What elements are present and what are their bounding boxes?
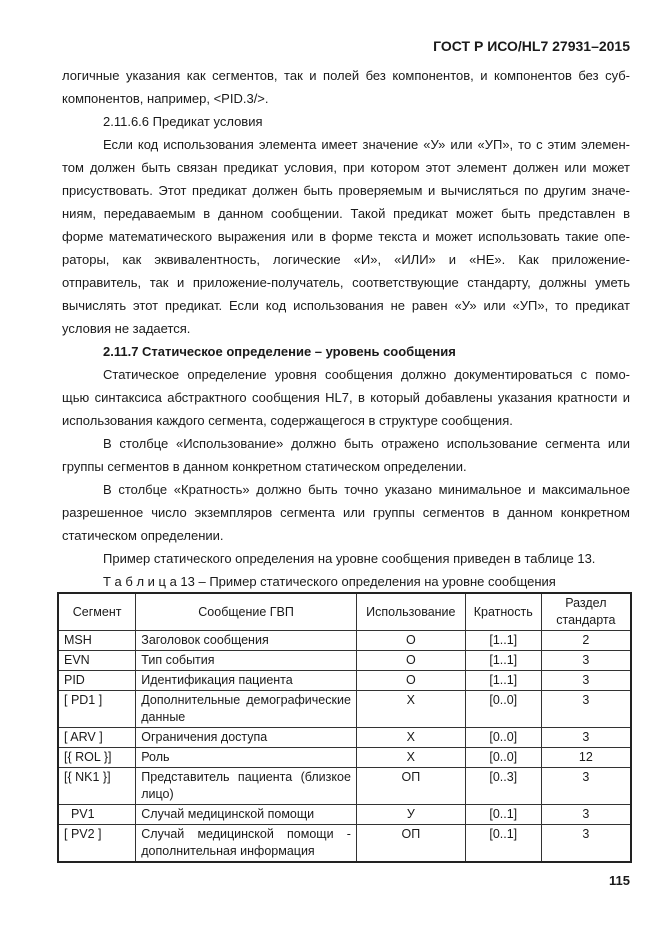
text-line: использования каждого сегмента, содержащ…	[62, 413, 513, 428]
text-line: Если код использования элемента имеет зн…	[103, 137, 630, 152]
table-cell: MSH	[57, 630, 137, 651]
text-line: Пример статического определения на уровн…	[103, 551, 596, 566]
text-line: отправитель, так и приложение-получатель…	[62, 275, 630, 290]
table-cell: Идентификация пациента	[135, 670, 357, 691]
table-cell: Х	[355, 747, 466, 768]
text-line: щью синтаксиса абстрактного сообщения HL…	[62, 390, 630, 405]
text-line: присуствовать. Этот предикат должен быть…	[62, 183, 630, 198]
table-cell: Ограничения доступа	[135, 727, 357, 748]
table-cell: 3	[540, 690, 632, 728]
column-header: Сообщение ГВП	[135, 592, 357, 631]
table-cell: ОП	[355, 767, 466, 805]
table-cell: [0..3]	[464, 767, 542, 805]
table-row: PID Идентификация пациента О [1..1] 3	[57, 670, 632, 691]
column-header: Раздел стандарта	[540, 592, 632, 631]
text-line: форме математического выражения или в фо…	[62, 229, 630, 244]
table-13: Сегмент Сообщение ГВП Использование Кратнос…	[57, 592, 632, 863]
table-cell: Случай медицинской помощи - дополнительн…	[135, 824, 357, 863]
text-line: том должен быть связан предикат условия,…	[62, 160, 630, 175]
table-row: [{ NK1 }] Представитель пациента (близкое…	[57, 767, 632, 805]
document-header: ГОСТ Р ИСО/HL7 27931–2015	[433, 38, 630, 54]
text-line: раторы, как эквивалентность, логические …	[62, 252, 630, 267]
body-text: логичные указания как сегментов, так и п…	[62, 64, 630, 593]
table-cell: PV1	[57, 804, 137, 825]
table-row: MSH Заголовок сообщения О [1..1] 2	[57, 630, 632, 651]
text-line: Статическое определение уровня сообщения…	[103, 367, 630, 382]
table-cell: У	[355, 804, 466, 825]
section-heading: 2.11.7 Статическое определение – уровень…	[103, 344, 456, 359]
table-row: [ PD1 ] Дополнительные демографические да…	[57, 690, 632, 728]
table-cell: Х	[355, 690, 466, 728]
table-cell: [ ARV ]	[57, 727, 137, 748]
table-header-row: Сегмент Сообщение ГВП Использование Кратнос…	[57, 592, 632, 631]
table-cell: 3	[540, 650, 632, 671]
table-cell: 3	[540, 767, 632, 805]
table-cell: [ PV2 ]	[57, 824, 137, 863]
text-line: ниям, передаваемым в данном сообщении. Т…	[62, 206, 630, 221]
table-cell: PID	[57, 670, 137, 691]
table-cell: Тип события	[135, 650, 357, 671]
text-line: компонентов, например, <PID.3/>.	[62, 91, 269, 106]
table-row: PV1 Случай медицинской помощи У [0..1] 3	[57, 804, 632, 825]
text-line: 2.11.6.6 Предикат условия	[103, 114, 263, 129]
table-row: [{ ROL }] Роль Х [0..0] 12	[57, 747, 632, 768]
text-line: В столбце «Использование» должно быть от…	[103, 436, 630, 451]
table-cell: [1..1]	[464, 670, 542, 691]
table-row: [ ARV ] Ограничения доступа Х [0..0] 3	[57, 727, 632, 748]
table-cell: Случай медицинской помощи	[135, 804, 357, 825]
table-cell: Заголовок сообщения	[135, 630, 357, 651]
text-line: вычислять этот предикат. Если код исполь…	[62, 298, 630, 313]
table-cell: ОП	[355, 824, 466, 863]
table-cell: [0..0]	[464, 747, 542, 768]
table-row: EVN Тип события О [1..1] 3	[57, 650, 632, 671]
column-header: Сегмент	[57, 592, 137, 631]
text-line: статическом определении.	[62, 528, 224, 543]
page-number: 115	[609, 873, 630, 888]
table-cell: [{ ROL }]	[57, 747, 137, 768]
table-cell: 3	[540, 804, 632, 825]
table-cell: 3	[540, 824, 632, 863]
text-line: группы сегментов в данном конкретном ста…	[62, 459, 467, 474]
table-cell: [0..0]	[464, 727, 542, 748]
table-cell: [ PD1 ]	[57, 690, 137, 728]
text-line: разрешенное число экземпляров сегмента и…	[62, 505, 630, 520]
text-line: условия не задается.	[62, 321, 191, 336]
table-cell: [1..1]	[464, 650, 542, 671]
table-cell: Дополнительные демографические данные	[135, 690, 357, 728]
table-cell: О	[355, 670, 466, 691]
table-cell: [0..0]	[464, 690, 542, 728]
table-cell: 3	[540, 727, 632, 748]
text-line: Т а б л и ц а 13 – Пример статического о…	[103, 574, 556, 589]
table-cell: EVN	[57, 650, 137, 671]
text-line: В столбце «Кратность» должно быть точно …	[103, 482, 630, 497]
column-header: Кратность	[464, 592, 542, 631]
table-cell: 12	[540, 747, 632, 768]
table-cell: 3	[540, 670, 632, 691]
table-cell: Роль	[135, 747, 357, 768]
column-header: Использование	[355, 592, 466, 631]
table-cell: Х	[355, 727, 466, 748]
table-cell: О	[355, 650, 466, 671]
table-cell: [1..1]	[464, 630, 542, 651]
table-cell: [{ NK1 }]	[57, 767, 137, 805]
table-cell: 2	[540, 630, 632, 651]
text-line: логичные указания как сегментов, так и п…	[62, 68, 630, 83]
table-cell: [0..1]	[464, 824, 542, 863]
table-cell: Представитель пациента (близкое лицо)	[135, 767, 357, 805]
table-cell: [0..1]	[464, 804, 542, 825]
table-cell: О	[355, 630, 466, 651]
table-row: [ PV2 ] Случай медицинской помощи - допол…	[57, 824, 632, 863]
